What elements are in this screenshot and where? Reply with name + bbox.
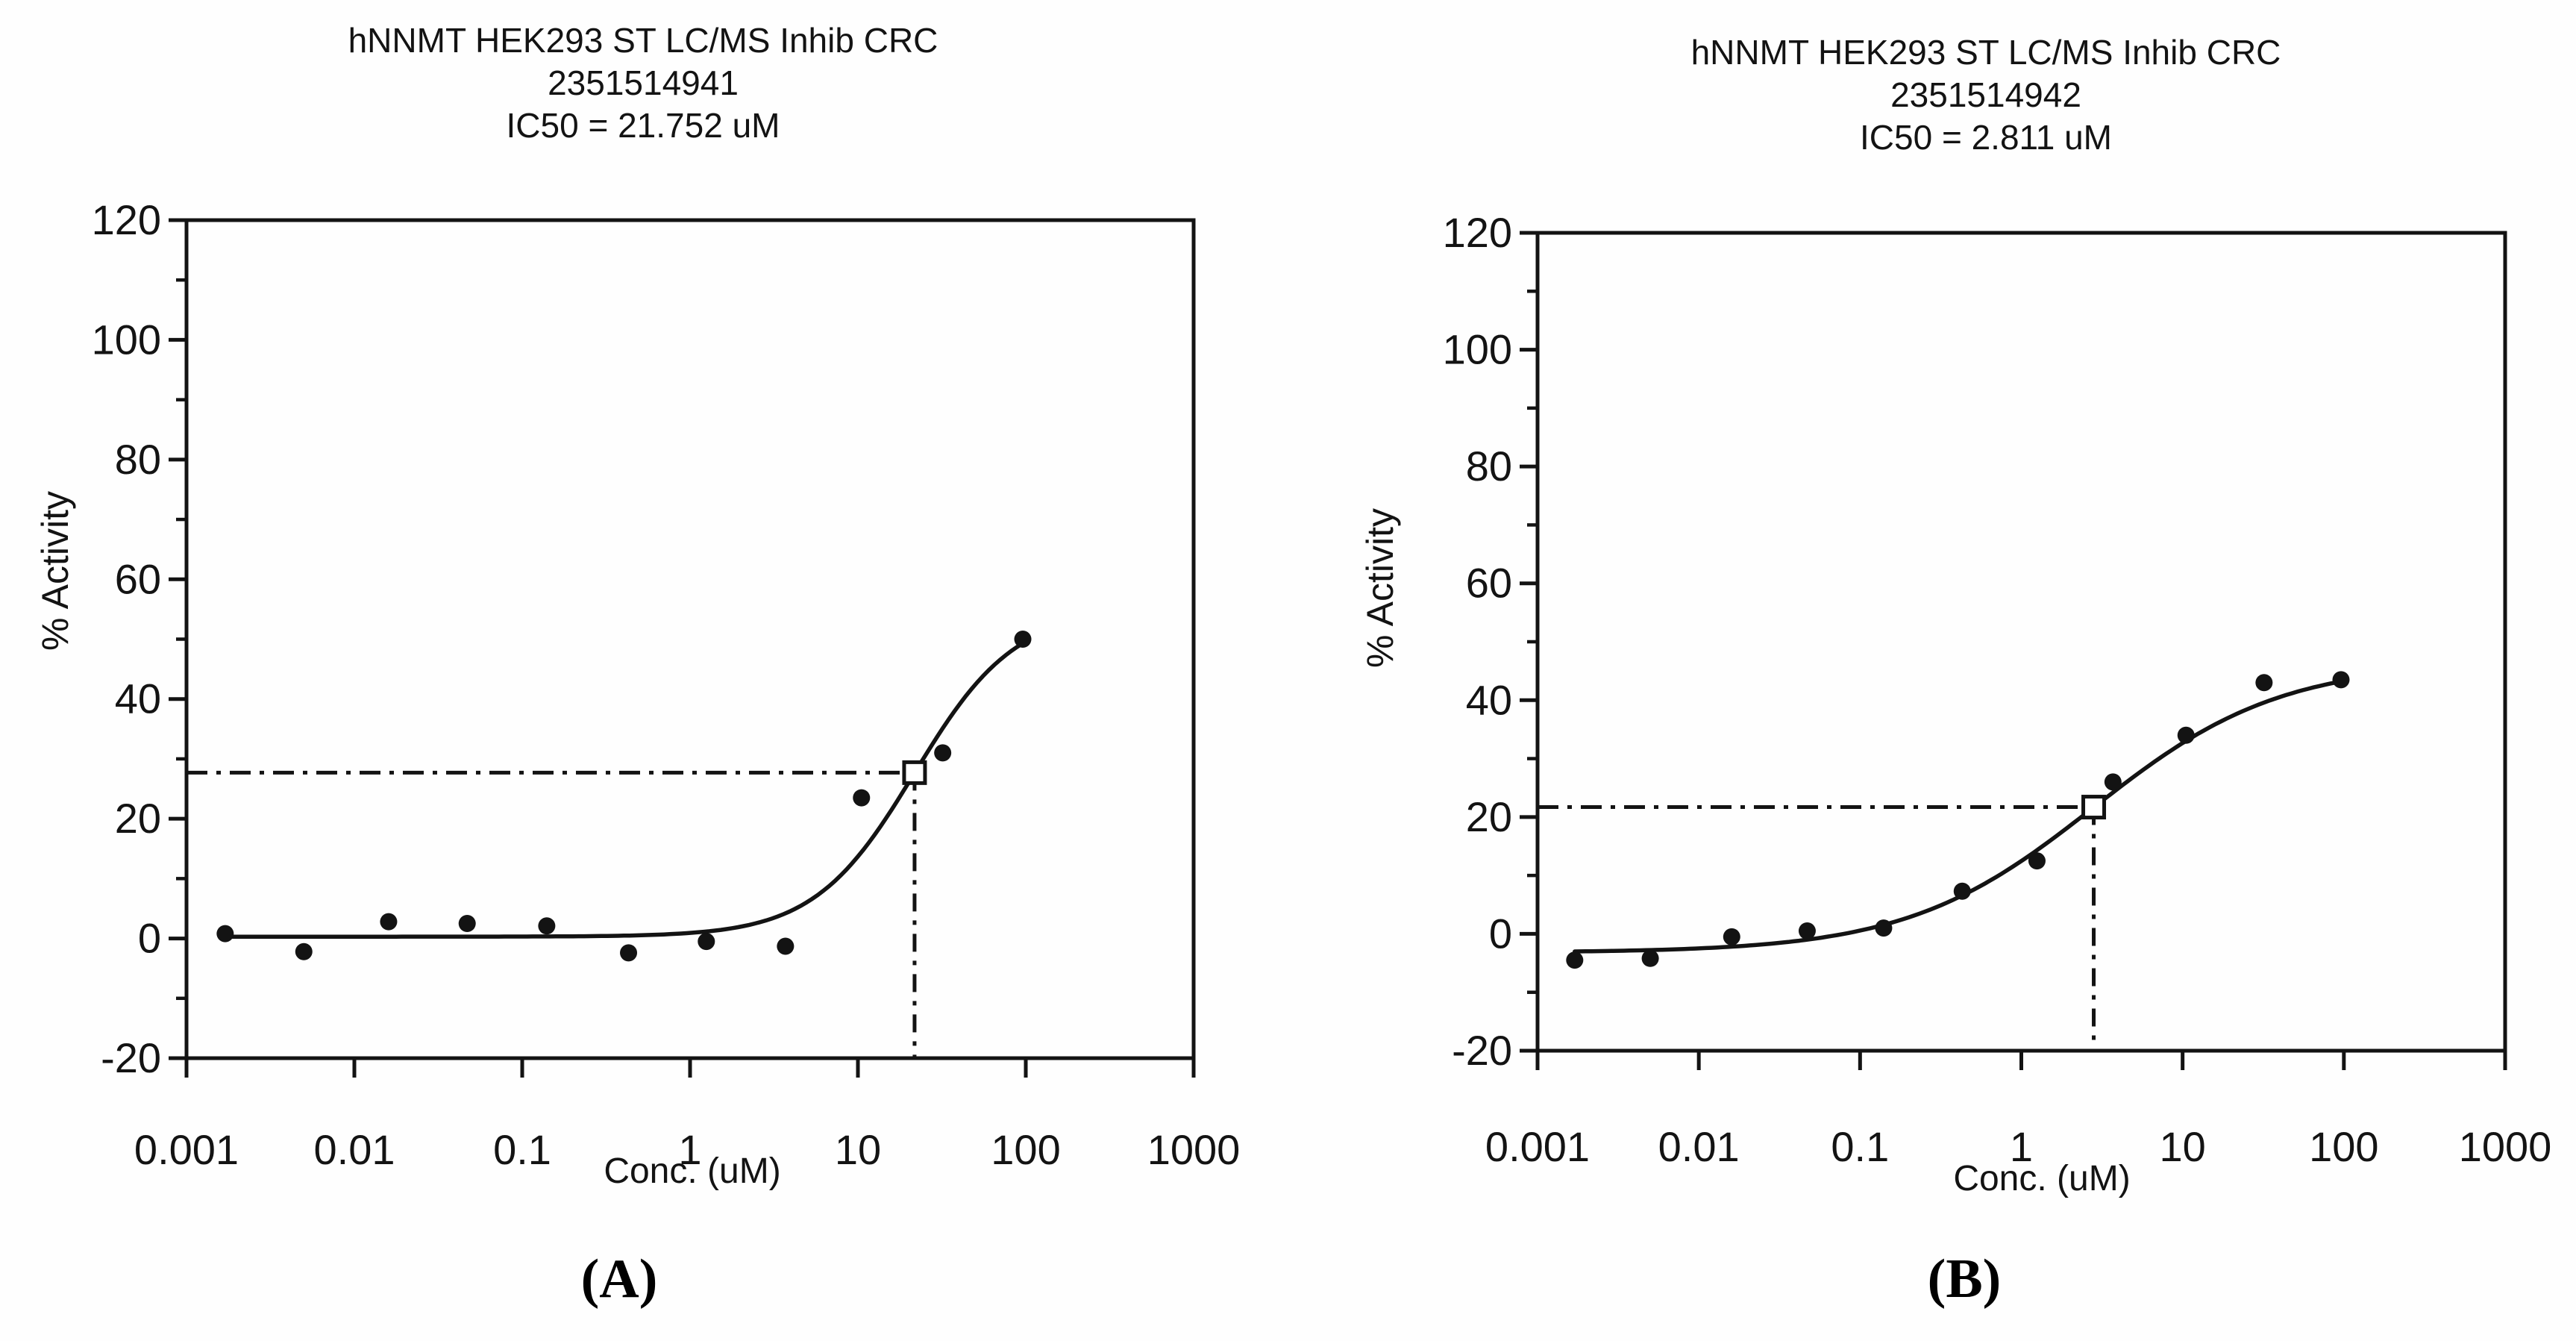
panel-b-title: hNNMT HEK293 ST LC/MS Inhib CRC 23515149… <box>1691 31 2281 159</box>
data-point <box>1014 631 1032 648</box>
data-point <box>2255 674 2273 692</box>
x-tick-label: 1 <box>678 1126 701 1173</box>
data-point <box>934 744 952 762</box>
x-tick-label: 10 <box>835 1126 881 1173</box>
panel-b-ic50-annotation: IC50 = 2.811 uM <box>1860 118 2112 157</box>
y-tick-label: 80 <box>115 436 161 483</box>
y-tick-label: -20 <box>101 1034 161 1081</box>
x-tick-label: 100 <box>991 1126 1060 1173</box>
data-point <box>2104 773 2122 791</box>
panel-b-x-axis-label: Conc. (uM) <box>1953 1159 2131 1198</box>
panel-a-title-line1: hNNMT HEK293 ST LC/MS Inhib CRC <box>348 21 938 60</box>
data-point <box>1641 949 1659 967</box>
y-tick-label: 100 <box>1443 326 1512 373</box>
fit-curve <box>1573 679 2343 954</box>
panel-b-title-line2: 2351514942 <box>1890 75 2081 114</box>
y-tick-label: 120 <box>1443 209 1512 256</box>
y-tick-label: 20 <box>115 795 161 842</box>
data-point <box>2332 671 2350 689</box>
data-point <box>380 913 398 931</box>
panel-a-title-line2: 2351514941 <box>548 63 739 102</box>
x-tick-label: 0.01 <box>1658 1123 1740 1170</box>
x-tick-label: 0.01 <box>314 1126 395 1173</box>
x-tick-label: 0.1 <box>493 1126 551 1173</box>
y-tick-label: 0 <box>1489 910 1512 957</box>
data-point <box>698 933 715 951</box>
data-point <box>1953 882 1971 900</box>
data-point <box>1875 919 1893 937</box>
data-point <box>1723 928 1740 945</box>
panel-a-caption: (A) <box>580 1248 658 1310</box>
y-tick-label: 0 <box>138 915 161 962</box>
data-point <box>1566 951 1584 969</box>
x-tick-label: 1000 <box>2459 1123 2552 1170</box>
x-tick-label: 0.1 <box>1831 1123 1889 1170</box>
data-point <box>2177 726 2195 744</box>
y-tick-label: 120 <box>92 196 161 243</box>
chart-panel-a: -20 0 20 40 60 80 100 120 0.001 0.01 0.1 1 10 100 1000 <box>92 196 1241 1173</box>
fit-curve <box>223 641 1025 939</box>
y-tick-label: 80 <box>1466 443 1512 490</box>
plot-box <box>1535 231 2507 1053</box>
ic50-marker <box>902 760 927 785</box>
y-tick-label: 60 <box>1466 560 1512 607</box>
panel-a-ic50-annotation: IC50 = 21.752 uM <box>506 106 780 145</box>
y-tick-label: 100 <box>92 316 161 363</box>
y-tick-label: 40 <box>115 675 161 722</box>
x-tick-label: 0.001 <box>1485 1123 1590 1170</box>
data-point <box>777 937 795 955</box>
panel-a-x-axis-label: Conc. (uM) <box>604 1151 781 1191</box>
panel-a-y-axis-label: % Activity <box>34 491 76 651</box>
y-tick-label: 40 <box>1466 676 1512 723</box>
data-point <box>538 917 556 935</box>
data-point <box>295 943 313 960</box>
y-tick-label: 20 <box>1466 793 1512 840</box>
ic50-marker <box>2081 795 2107 820</box>
data-point <box>216 925 234 943</box>
chart-panel-b: -20 0 20 40 60 80 100 120 0.001 0.01 0.1 1 10 100 1000 <box>1443 209 2552 1170</box>
panel-b-caption: (B) <box>1927 1248 2002 1310</box>
data-point <box>620 944 638 962</box>
x-tick-label: 1 <box>2010 1123 2033 1170</box>
data-point <box>1798 922 1816 940</box>
data-point <box>2028 852 2046 870</box>
x-tick-label: 10 <box>2160 1123 2206 1170</box>
data-point <box>458 915 476 933</box>
panel-a-title: hNNMT HEK293 ST LC/MS Inhib CRC 23515149… <box>348 19 938 147</box>
x-tick-label: 0.001 <box>134 1126 239 1173</box>
x-tick-label: 1000 <box>1147 1126 1241 1173</box>
panel-b-y-axis-label: % Activity <box>1359 508 1401 668</box>
y-tick-label: -20 <box>1452 1027 1512 1074</box>
y-tick-label: 60 <box>115 555 161 602</box>
panel-b-title-line1: hNNMT HEK293 ST LC/MS Inhib CRC <box>1690 33 2281 72</box>
x-tick-label: 100 <box>2309 1123 2378 1170</box>
data-point <box>853 789 871 807</box>
